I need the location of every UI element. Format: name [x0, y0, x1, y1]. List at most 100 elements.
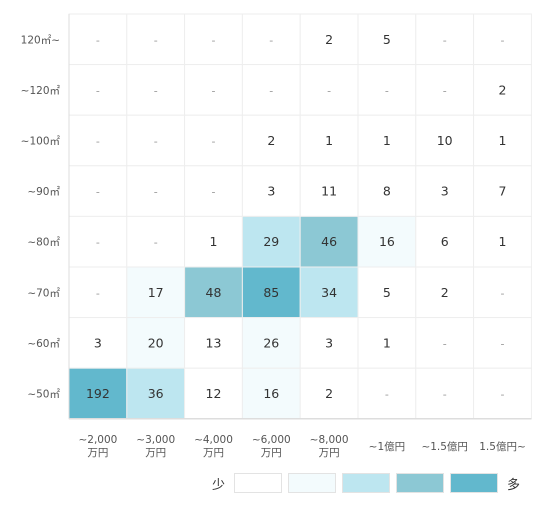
cell-value-label: 2 — [325, 386, 333, 401]
cell-value-label: 16 — [379, 234, 395, 249]
legend-swatch-2 — [288, 473, 337, 493]
y-tick-label: ~90㎡ — [27, 186, 60, 198]
heatmap-cell — [184, 13, 243, 66]
cell-value-label: 5 — [383, 285, 391, 300]
y-tick-label: ~120㎡ — [21, 85, 61, 97]
cell-value-label: 26 — [263, 335, 279, 350]
cell-value-label: - — [96, 186, 100, 199]
y-tick-label: 120㎡~ — [21, 34, 60, 46]
heatmap-chart: - - - -2 5- -- - - - - - -2- - -2 1 1 10 1- - -3 11 8 3 7- -1 29 4… — [21, 13, 532, 459]
heatmap-cell — [357, 13, 417, 66]
cell-value-label: - — [501, 34, 505, 47]
y-tick-label: ~70㎡ — [27, 287, 60, 299]
heatmap-cell — [68, 317, 128, 369]
cell-value-label: - — [385, 84, 389, 97]
cell-value-label: - — [443, 84, 447, 97]
cell-value-label: - — [154, 186, 158, 199]
x-tick-label: ~2,000 — [78, 434, 117, 446]
cell-value-label: 192 — [86, 386, 110, 401]
y-tick-label: ~100㎡ — [21, 136, 61, 148]
cell-value-label: 2 — [499, 82, 507, 97]
x-tick-label: 万円 — [319, 447, 340, 459]
heatmap-cell — [473, 215, 532, 268]
x-tick-label: 万円 — [203, 447, 224, 459]
cell-value-label: 1 — [383, 335, 391, 350]
cell-value-label: 20 — [148, 335, 164, 350]
heatmap-cell — [473, 64, 532, 116]
heatmap-cell — [68, 165, 128, 217]
heatmap-cell — [241, 165, 301, 217]
cell-value-label: - — [212, 135, 216, 148]
heatmap-cell — [241, 114, 301, 167]
cell-value-label: 1 — [383, 133, 391, 148]
cell-value-label: - — [443, 388, 447, 401]
heatmap-cell — [184, 367, 243, 420]
x-tick-label: 万円 — [87, 447, 108, 459]
heatmap-cell — [357, 317, 417, 369]
cell-value-label: - — [212, 186, 216, 199]
heatmap-cell — [68, 13, 128, 66]
cell-value-label: 34 — [321, 285, 337, 300]
cell-value-label: - — [154, 135, 158, 148]
cell-value-label: 2 — [267, 133, 275, 148]
cell-value-label: 7 — [499, 184, 507, 199]
x-tick-label: ~4,000 — [194, 434, 233, 446]
x-tick-label: ~6,000 — [252, 434, 291, 446]
cell-value-label: 11 — [321, 184, 337, 199]
heatmap-cell — [415, 114, 475, 167]
cell-value-label: 3 — [94, 335, 102, 350]
heatmap-cell — [473, 317, 532, 369]
cell-value-label: 85 — [263, 285, 279, 300]
cell-value-label: 1 — [210, 234, 218, 249]
x-tick-label: 万円 — [261, 447, 282, 459]
cell-value-label: 2 — [441, 285, 449, 300]
cell-value-label: 3 — [441, 184, 449, 199]
cell-value-label: - — [212, 34, 216, 47]
heatmap-cell — [126, 64, 186, 116]
cell-value-label: - — [269, 34, 273, 47]
legend: 少 多 — [212, 471, 520, 495]
cell-value-label: - — [96, 84, 100, 97]
heatmap-cell — [415, 266, 475, 319]
x-tick-label: ~8,000 — [310, 434, 349, 446]
cell-value-label: 2 — [325, 32, 333, 47]
cell-value-label: - — [501, 388, 505, 401]
legend-swatch-3 — [342, 473, 391, 493]
heatmap-cell — [241, 64, 301, 116]
heatmap-cell — [473, 367, 532, 420]
cell-value-label: 1 — [325, 133, 333, 148]
x-tick-label: ~1億円 — [369, 440, 405, 453]
cell-value-label: 3 — [325, 335, 333, 350]
heatmap-cell — [299, 165, 359, 217]
cell-value-label: 10 — [437, 133, 453, 148]
cell-value-label: - — [327, 84, 331, 97]
cell-value-label: 12 — [206, 386, 222, 401]
heatmap-cell — [184, 165, 243, 217]
cell-value-label: - — [269, 84, 273, 97]
heatmap-cell — [357, 266, 417, 319]
heatmap-cell — [184, 114, 243, 167]
heatmap-cell — [299, 114, 359, 167]
cell-value-label: - — [385, 388, 389, 401]
cell-value-label: 1 — [499, 234, 507, 249]
legend-swatch-1 — [234, 473, 283, 493]
cell-value-label: 8 — [383, 184, 391, 199]
cell-value-label: - — [154, 84, 158, 97]
heatmap-cell — [473, 266, 532, 319]
cell-value-label: - — [96, 135, 100, 148]
cell-value-label: 36 — [148, 386, 164, 401]
heatmap-cell — [299, 266, 359, 319]
cell-value-label: - — [96, 236, 100, 249]
cell-value-label: 13 — [206, 335, 222, 350]
cell-value-label: 17 — [148, 285, 164, 300]
heatmap-cell — [299, 317, 359, 369]
cell-value-label: 29 — [263, 234, 279, 249]
heatmap-cell — [357, 114, 417, 167]
heatmap-cell — [126, 114, 186, 167]
x-tick-label: ~3,000 — [136, 434, 175, 446]
heatmap-cell — [415, 317, 475, 369]
heatmap-cell — [241, 215, 301, 268]
heatmap-cell — [184, 266, 243, 319]
legend-low-label: 少 — [212, 477, 226, 493]
heatmap-cell — [299, 367, 359, 420]
